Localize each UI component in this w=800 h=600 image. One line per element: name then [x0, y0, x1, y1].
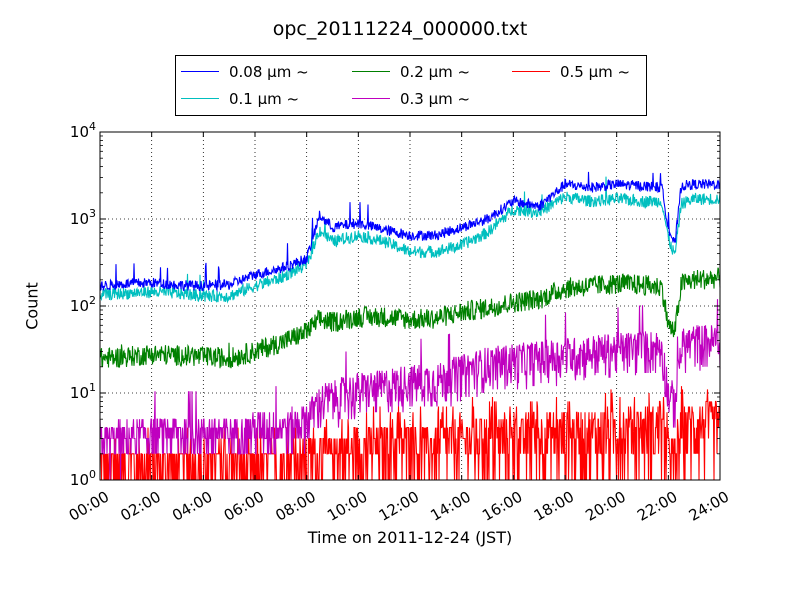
legend-swatch [181, 71, 219, 72]
axis-ticks [99, 131, 721, 481]
legend-swatch [512, 71, 550, 72]
x-tick-label: 08:00 [272, 488, 318, 525]
legend-label: 0.5 μm ~ [560, 63, 631, 81]
y-tick-label: 104 [70, 120, 96, 141]
x-tick-label: 22:00 [634, 488, 680, 525]
grid-lines [100, 132, 720, 480]
y-tick-label: 100 [70, 468, 96, 489]
x-tick-label: 06:00 [221, 488, 267, 525]
legend-swatch [352, 71, 390, 72]
series-line-3 [99, 299, 721, 481]
x-axis-label: Time on 2011-12-24 (JST) [307, 528, 513, 547]
legend-label: 0.3 μm ~ [400, 90, 471, 108]
y-axis-label: Count [22, 282, 42, 330]
legend-label: 0.08 μm ~ [229, 63, 309, 81]
y-tick-label: 102 [70, 294, 96, 315]
x-tick-label: 00:00 [66, 488, 112, 525]
x-tick-label: 16:00 [479, 488, 525, 525]
chart-title: opc_20111224_000000.txt [272, 18, 528, 40]
x-tick-label: 12:00 [376, 488, 422, 525]
y-tick-labels: 100 101 102 103 104 [70, 120, 96, 489]
x-tick-labels: 00:00 02:00 04:00 06:00 08:00 10:00 12:00 14:00… [66, 488, 732, 525]
x-tick-label: 10:00 [324, 488, 370, 525]
series-layer [99, 171, 721, 481]
y-tick-label: 101 [70, 381, 96, 402]
legend-label: 0.1 μm ~ [229, 90, 300, 108]
x-tick-label: 24:00 [686, 488, 732, 525]
legend: 0.08 μm ~ 0.1 μm ~ 0.2 μm ~ 0.3 μm ~ 0.5… [175, 55, 647, 116]
legend-swatch [181, 98, 219, 99]
x-tick-label: 04:00 [169, 488, 215, 525]
x-tick-label: 18:00 [531, 488, 577, 525]
x-tick-label: 20:00 [582, 488, 628, 525]
x-tick-label: 14:00 [427, 488, 473, 525]
y-tick-label: 103 [70, 207, 96, 228]
series-line-2 [99, 267, 721, 369]
series-line-0 [99, 171, 721, 293]
legend-swatch [352, 98, 390, 99]
legend-label: 0.2 μm ~ [400, 63, 471, 81]
x-tick-label: 02:00 [117, 488, 163, 525]
